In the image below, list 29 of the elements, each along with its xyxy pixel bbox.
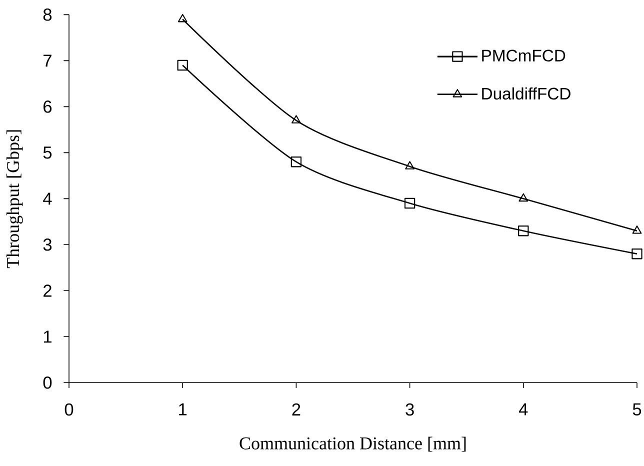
x-tick-label: 3 (406, 403, 414, 416)
y-tick-label: 3 (43, 238, 52, 251)
y-tick-label: 0 (43, 376, 52, 389)
x-tick-label: 4 (518, 403, 528, 416)
y-tick-label: 7 (44, 54, 52, 67)
x-tick-label: 0 (64, 403, 74, 416)
point (290, 156, 302, 168)
y-tick-label: 5 (43, 146, 52, 159)
y-tick-label: 6 (44, 100, 52, 113)
x-axis-title: Communication Distance [mm] (240, 436, 466, 452)
x-tick-label: 2 (292, 403, 300, 416)
point (292, 115, 301, 124)
legend-label: PMCmFCD (482, 50, 566, 62)
y-axis-title: Throughput [Gbps] (6, 130, 23, 268)
point (632, 226, 642, 234)
point (518, 226, 529, 236)
y-tick-label: 4 (43, 192, 52, 205)
y-tick-label: 1 (44, 330, 52, 343)
legend-label: DualdiffFCD (482, 87, 570, 100)
point (178, 14, 188, 22)
point (177, 60, 188, 71)
point (405, 161, 414, 170)
point (404, 198, 416, 209)
y-tick-label: 2 (44, 284, 52, 297)
x-tick-label: 1 (179, 403, 187, 416)
y-tick-label: 8 (43, 8, 52, 21)
x-tick-label: 5 (632, 403, 642, 416)
point (632, 248, 642, 260)
point (518, 193, 528, 202)
